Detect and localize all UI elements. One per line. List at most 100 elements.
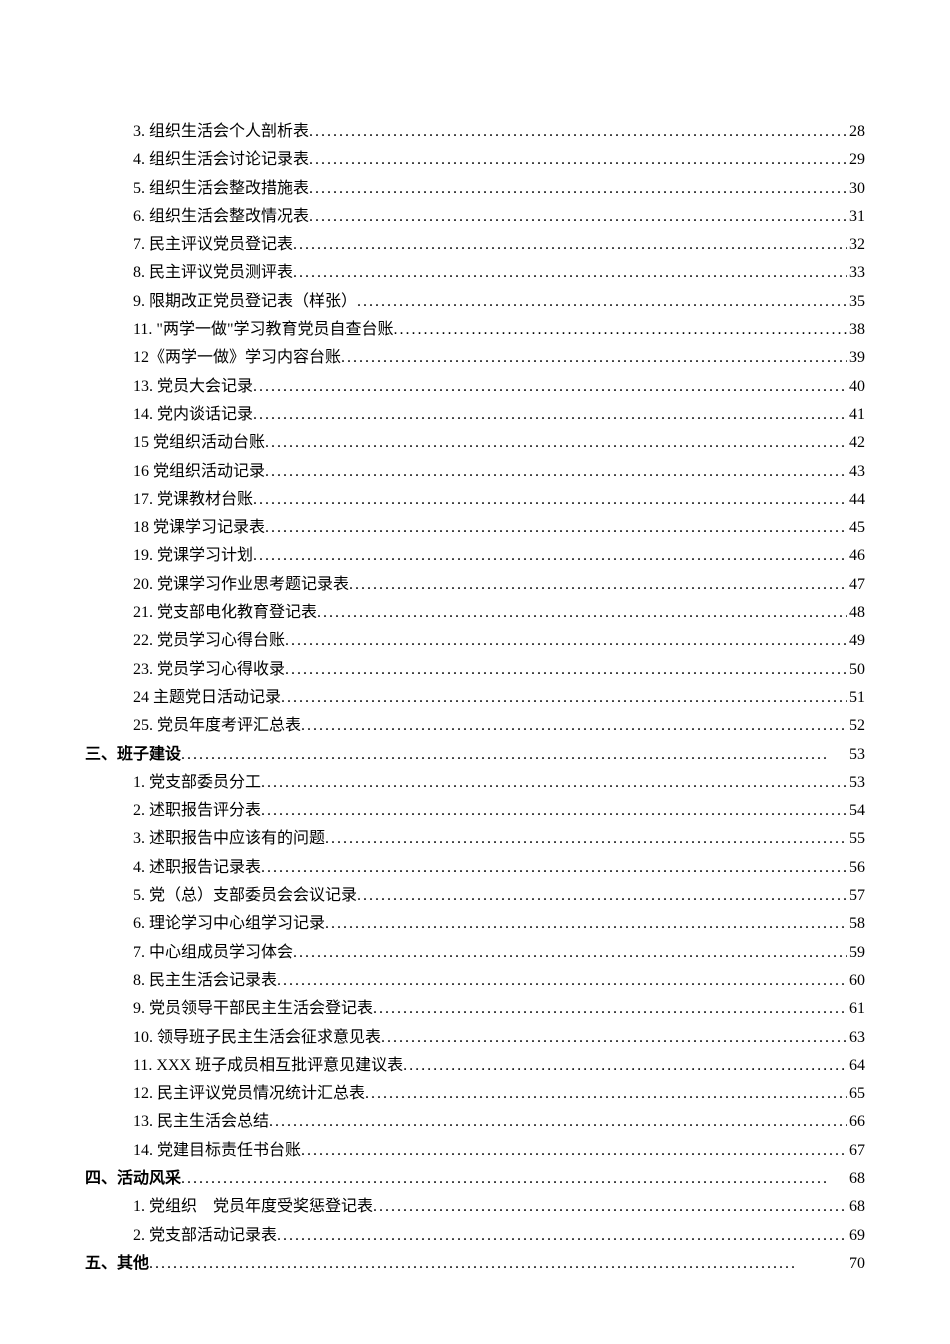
toc-entry: 10. 领导班子民主生活会征求意见表63 [85, 1026, 865, 1051]
toc-dot-leader [357, 290, 847, 315]
toc-entry: 21. 党支部电化教育登记表 48 [85, 601, 865, 626]
toc-label: 14. 党内谈话记录 [133, 403, 253, 428]
toc-dot-leader [317, 601, 847, 626]
toc-entry: 5. 党（总）支部委员会会议记录57 [85, 884, 865, 909]
toc-label: 12《两学一做》学习内容台账 [133, 346, 341, 371]
toc-page-number: 40 [847, 375, 865, 400]
toc-page-number: 33 [847, 261, 865, 286]
toc-entry: 12《两学一做》学习内容台账39 [85, 346, 865, 371]
toc-page-number: 58 [847, 912, 865, 937]
toc-entry: 8. 民主评议党员测评表33 [85, 261, 865, 286]
toc-dot-leader [301, 714, 847, 739]
toc-dot-leader [393, 318, 847, 343]
toc-page-number: 67 [847, 1139, 865, 1164]
toc-entry: 6. 理论学习中心组学习记录58 [85, 912, 865, 937]
toc-dot-leader [325, 912, 847, 937]
toc-page-number: 44 [847, 488, 865, 513]
toc-label: 五、其他 [85, 1252, 149, 1277]
toc-page-number: 66 [847, 1110, 865, 1135]
toc-page-number: 59 [847, 941, 865, 966]
toc-page-number: 42 [847, 431, 865, 456]
toc-label: 18 党课学习记录表 [133, 516, 265, 541]
toc-entry: 2. 述职报告评分表54 [85, 799, 865, 824]
toc-label: 8. 民主生活会记录表 [133, 969, 277, 994]
toc-page-number: 64 [847, 1054, 865, 1079]
toc-entry: 8. 民主生活会记录表 60 [85, 969, 865, 994]
toc-page-number: 53 [847, 743, 865, 768]
toc-label: 16 党组织活动记录 [133, 460, 265, 485]
toc-page-number: 32 [847, 233, 865, 258]
toc-entry: 7. 中心组成员学习体会 59 [85, 941, 865, 966]
toc-page-number: 61 [847, 997, 865, 1022]
toc-dot-leader [403, 1054, 847, 1079]
toc-dot-leader [149, 1252, 847, 1277]
toc-dot-leader [309, 148, 847, 173]
toc-page-number: 30 [847, 177, 865, 202]
toc-dot-leader [357, 884, 847, 909]
toc-entry: 14. 党建目标责任书台账 67 [85, 1139, 865, 1164]
toc-dot-leader [293, 233, 847, 258]
toc-page-number: 48 [847, 601, 865, 626]
toc-dot-leader [309, 177, 847, 202]
toc-page-number: 53 [847, 771, 865, 796]
toc-page-number: 56 [847, 856, 865, 881]
toc-label: 6. 组织生活会整改情况表 [133, 205, 309, 230]
toc-entry: 22. 党员学习心得台账 49 [85, 629, 865, 654]
toc-page-number: 50 [847, 658, 865, 683]
toc-entry: 16 党组织活动记录43 [85, 460, 865, 485]
toc-page-number: 49 [847, 629, 865, 654]
toc-entry: 24 主题党日活动记录 51 [85, 686, 865, 711]
toc-dot-leader [349, 573, 847, 598]
toc-label: 15 党组织活动台账 [133, 431, 265, 456]
toc-entry: 5. 组织生活会整改措施表30 [85, 177, 865, 202]
toc-label: 7. 民主评议党员登记表 [133, 233, 293, 258]
toc-entry: 9. 党员领导干部民主生活会登记表 61 [85, 997, 865, 1022]
toc-dot-leader [381, 1026, 847, 1051]
toc-page-number: 45 [847, 516, 865, 541]
toc-label: 2. 党支部活动记录表 [133, 1224, 277, 1249]
toc-dot-leader [301, 1139, 847, 1164]
toc-page-number: 31 [847, 205, 865, 230]
toc-entry: 14. 党内谈话记录41 [85, 403, 865, 428]
toc-entry: 15 党组织活动台账 42 [85, 431, 865, 456]
toc-dot-leader [253, 375, 847, 400]
toc-label: 9. 党员领导干部民主生活会登记表 [133, 997, 373, 1022]
toc-dot-leader [373, 997, 847, 1022]
toc-page-number: 68 [847, 1167, 865, 1192]
toc-page-number: 47 [847, 573, 865, 598]
toc-label: 3. 组织生活会个人剖析表 [133, 120, 309, 145]
toc-label: 14. 党建目标责任书台账 [133, 1139, 301, 1164]
toc-dot-leader [181, 1167, 847, 1192]
toc-dot-leader [293, 941, 847, 966]
toc-label: 11. XXX 班子成员相互批评意见建议表 [133, 1054, 403, 1079]
toc-label: 24 主题党日活动记录 [133, 686, 281, 711]
toc-page-number: 38 [847, 318, 865, 343]
toc-label: 19. 党课学习计划 [133, 544, 253, 569]
toc-entry: 11. XXX 班子成员相互批评意见建议表 64 [85, 1054, 865, 1079]
toc-page-number: 51 [847, 686, 865, 711]
toc-entry: 4. 组织生活会讨论记录表29 [85, 148, 865, 173]
toc-label: 四、活动风采 [85, 1167, 181, 1192]
toc-label: 23. 党员学习心得收录 [133, 658, 285, 683]
toc-label: 9. 限期改正党员登记表（样张） [133, 290, 357, 315]
toc-entry: 2. 党支部活动记录表 69 [85, 1224, 865, 1249]
toc-page-number: 35 [847, 290, 865, 315]
toc-page-number: 69 [847, 1224, 865, 1249]
toc-entry: 12. 民主评议党员情况统计汇总表65 [85, 1082, 865, 1107]
toc-label: 22. 党员学习心得台账 [133, 629, 285, 654]
toc-dot-leader [309, 205, 847, 230]
toc-dot-leader [261, 799, 847, 824]
toc-dot-leader [261, 856, 847, 881]
toc-label: 21. 党支部电化教育登记表 [133, 601, 317, 626]
toc-label: 4. 述职报告记录表 [133, 856, 261, 881]
toc-entry: 13. 民主生活会总结66 [85, 1110, 865, 1135]
toc-label: 25. 党员年度考评汇总表 [133, 714, 301, 739]
toc-label: 7. 中心组成员学习体会 [133, 941, 293, 966]
toc-page-number: 60 [847, 969, 865, 994]
toc-label: 3. 述职报告中应该有的问题 [133, 827, 325, 852]
toc-dot-leader [325, 827, 847, 852]
toc-dot-leader [253, 403, 847, 428]
toc-dot-leader [253, 544, 847, 569]
toc-dot-leader [285, 629, 847, 654]
toc-entry: 1. 党组织 党员年度受奖惩登记表68 [85, 1195, 865, 1220]
